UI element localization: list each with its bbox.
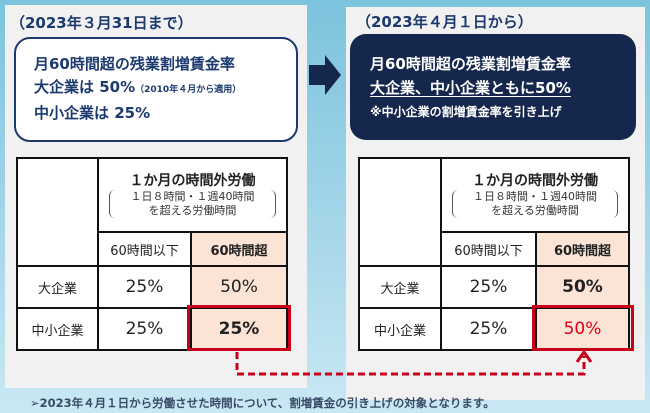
summary-line: 月60時間超の残業割増賃金率 bbox=[370, 55, 571, 73]
col-header: 60時間以下 bbox=[97, 231, 192, 267]
table-header: １か月の時間外労働 bbox=[129, 173, 256, 189]
row-label: 中小企業 bbox=[358, 307, 442, 351]
table-cell: 25% bbox=[97, 307, 192, 351]
table-cell: 25% bbox=[440, 307, 537, 351]
table-cell: 25% bbox=[97, 265, 192, 309]
footer-note: ➢2023年４月１日から労働させた時間について、割増賃金の引き上げの対象となりま… bbox=[30, 396, 495, 410]
before-summary-box: 月60時間超の残業割増賃金率 大企業は 50%（2010年４月から適用） 中小企… bbox=[14, 37, 298, 142]
empty-cell bbox=[16, 157, 99, 267]
summary-line: 月60時間超の残業割増賃金率 bbox=[34, 55, 235, 73]
summary-note: ※中小企業の割増賃金率を引き上げ bbox=[370, 105, 562, 119]
summary-line: 中小企業は 25% bbox=[34, 104, 151, 122]
table-header: １か月の時間外労働 bbox=[472, 173, 598, 189]
highlight-box bbox=[187, 305, 291, 351]
table-subheader: １日８時間・１週40時間 bbox=[130, 190, 255, 203]
table-subheader: を超える労働時間 bbox=[148, 204, 237, 217]
col-header: 60時間超 bbox=[190, 231, 288, 267]
row-label: 中小企業 bbox=[16, 307, 99, 351]
arrow-right-icon bbox=[309, 55, 341, 95]
table-cell: 50% bbox=[535, 307, 630, 351]
summary-line: 大企業、中小企業ともに50% bbox=[370, 79, 571, 97]
empty-cell bbox=[358, 157, 442, 267]
after-table: １か月の時間外労働 １日８時間・１週40時間 を超える労働時間 60時間以下 60時間… bbox=[358, 157, 630, 351]
after-summary-box: 月60時間超の残業割増賃金率 大企業、中小企業ともに50% ※中小企業の割増賃金… bbox=[350, 34, 636, 140]
summary-note: （2010年４月から適用） bbox=[135, 85, 242, 95]
table-cell: 25% bbox=[190, 307, 288, 351]
highlight-box bbox=[532, 305, 634, 351]
col-header: 60時間以下 bbox=[440, 231, 537, 267]
before-title: （2023年３月31日まで） bbox=[10, 14, 193, 32]
table-subheader: を超える労働時間 bbox=[491, 204, 579, 217]
row-label: 大企業 bbox=[358, 265, 442, 309]
after-title: （2023年４月１日から） bbox=[356, 13, 533, 31]
table-cell: 25% bbox=[440, 265, 537, 309]
row-label: 大企業 bbox=[16, 265, 99, 309]
summary-line: 大企業は 50% bbox=[34, 78, 136, 96]
before-table: １か月の時間外労働 １日８時間・１週40時間 を超える労働時間 60時間以下 60時間… bbox=[16, 157, 288, 351]
table-subheader: １日８時間・１週40時間 bbox=[473, 190, 597, 203]
col-header: 60時間超 bbox=[535, 231, 630, 267]
